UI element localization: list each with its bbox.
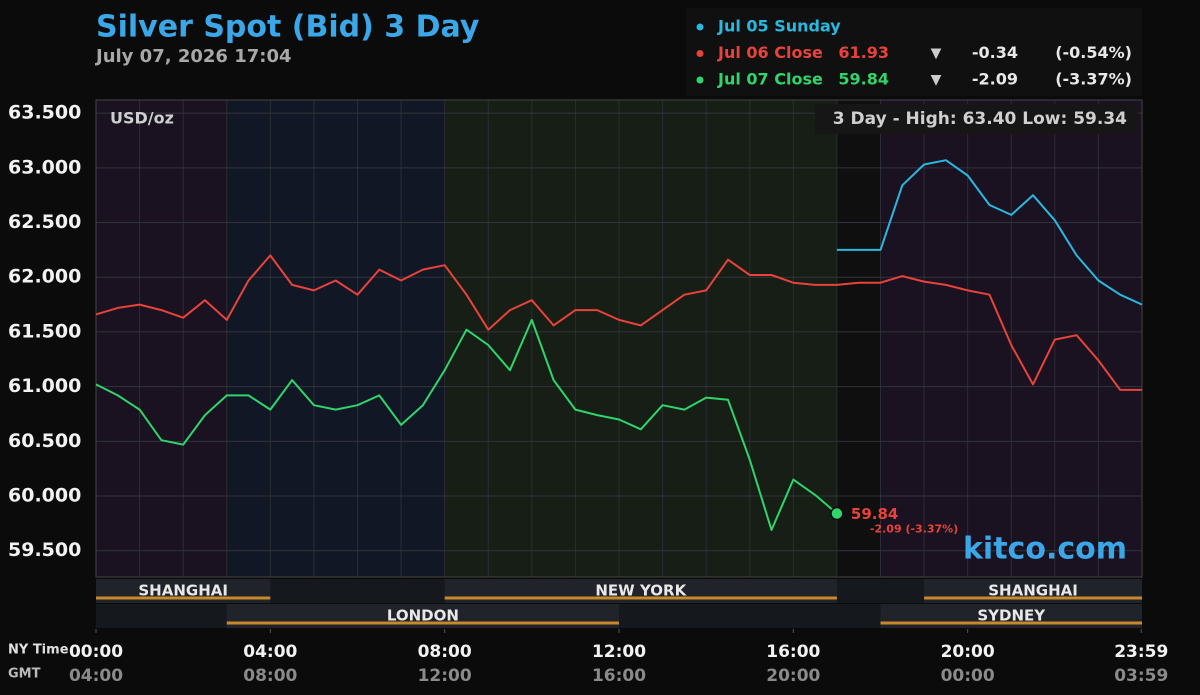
legend-close: 61.93 xyxy=(838,43,889,62)
x-tick-label: 16:00 xyxy=(766,642,820,662)
legend-change: -0.34 xyxy=(972,43,1018,62)
legend-arrow: ▼ xyxy=(931,72,942,88)
series-line xyxy=(836,159,1143,306)
legend-arrow: ▼ xyxy=(931,46,942,62)
y-tick-label: 62.500 xyxy=(8,211,81,233)
session-label: NEW YORK xyxy=(595,582,687,600)
session-label: SHANGHAI xyxy=(988,582,1078,600)
session-label: LONDON xyxy=(387,607,459,625)
end-marker xyxy=(830,506,844,521)
x-tick-label: 00:00 xyxy=(69,642,123,662)
range-box xyxy=(815,104,1138,134)
x2-tick-label: 03:59 xyxy=(1114,666,1168,686)
x2-tick-label: 20:00 xyxy=(766,666,820,686)
legend-change-pct: (-3.37%) xyxy=(1055,70,1132,89)
legend-dot xyxy=(696,23,704,31)
legend-dot xyxy=(696,76,704,84)
x-tick-label: 12:00 xyxy=(592,642,646,662)
series-line xyxy=(95,254,1142,391)
end-change-label: -2.09 (-3.37%) xyxy=(870,523,958,536)
session-band xyxy=(836,100,881,577)
x2-tick-label: 04:00 xyxy=(69,666,123,686)
y-tick-label: 62.000 xyxy=(8,266,81,288)
x2-tick-label: 12:00 xyxy=(418,666,472,686)
watermark: kitco.com xyxy=(963,532,1127,567)
range-text: 3 Day - High: 63.40 Low: 59.34 xyxy=(833,109,1127,129)
y-tick-label: 60.500 xyxy=(8,430,81,452)
grid xyxy=(95,100,1143,577)
legend-name: Jul 07 Close xyxy=(717,70,823,89)
x-tick-label: 23:59 xyxy=(1114,642,1168,662)
x-axis-label: NY Time xyxy=(8,643,69,658)
y-tick-label: 59.500 xyxy=(8,539,81,561)
session-band xyxy=(444,100,837,577)
y-tick-label: 60.000 xyxy=(8,485,81,507)
legend-close: 59.84 xyxy=(838,70,889,89)
x2-tick-label: 00:00 xyxy=(941,666,995,686)
session-band xyxy=(226,100,445,577)
y-tick-label: 61.000 xyxy=(8,375,81,397)
unit-label: USD/oz xyxy=(110,109,174,128)
x-tick-label: 08:00 xyxy=(418,642,472,662)
session-band xyxy=(96,100,227,577)
y-tick-label: 63.500 xyxy=(8,102,81,124)
legend-name: Jul 05 Sunday xyxy=(717,17,841,36)
end-value-label: 59.84 xyxy=(851,505,898,523)
plot-frame xyxy=(95,99,1143,578)
y-tick-label: 63.000 xyxy=(8,156,81,178)
x2-axis-label: GMT xyxy=(8,667,41,682)
session-label: SHANGHAI xyxy=(138,582,228,600)
chart-subtitle: July 07, 2026 17:04 xyxy=(94,46,292,67)
legend-box xyxy=(686,8,1142,96)
legend-change: -2.09 xyxy=(972,70,1018,89)
x-tick-label: 04:00 xyxy=(243,642,297,662)
x2-tick-label: 08:00 xyxy=(243,666,297,686)
legend-dot xyxy=(696,50,704,57)
y-tick-label: 61.500 xyxy=(8,320,81,342)
chart-title: Silver Spot (Bid) 3 Day xyxy=(96,10,480,45)
legend-change-pct: (-0.54%) xyxy=(1055,43,1132,62)
x2-tick-label: 16:00 xyxy=(592,666,646,686)
x-tick-label: 20:00 xyxy=(941,642,995,662)
series-line xyxy=(95,318,838,531)
legend-name: Jul 06 Close xyxy=(717,43,823,62)
session-label: SYDNEY xyxy=(977,607,1046,625)
